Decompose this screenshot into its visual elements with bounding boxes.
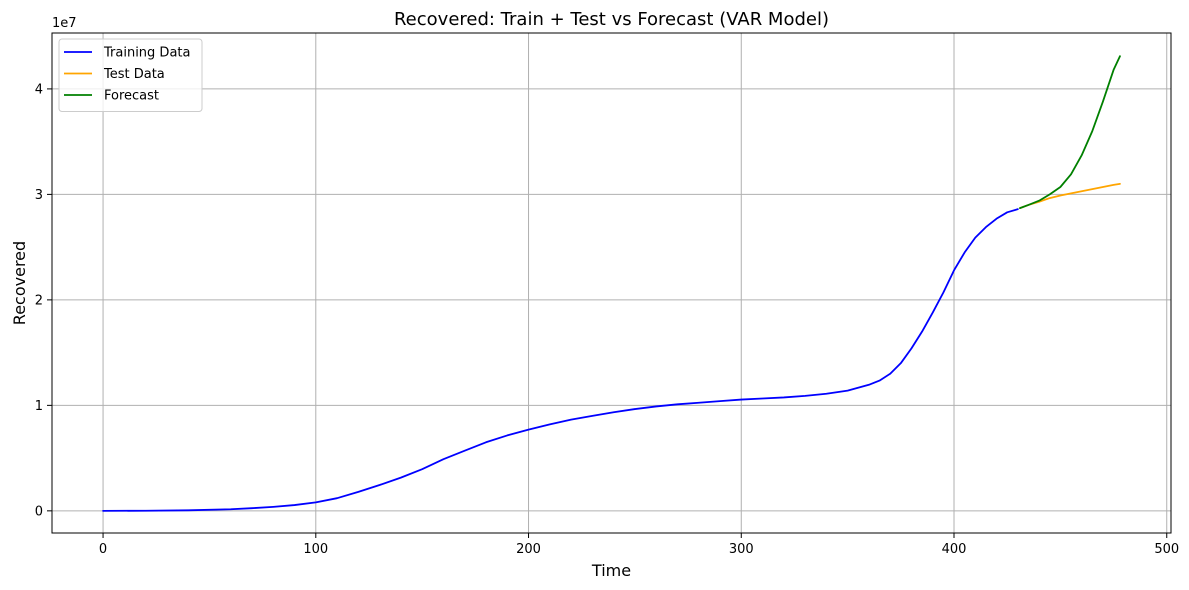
y-tick-label: 0 (35, 504, 43, 519)
x-tick-label: 100 (303, 542, 328, 557)
y-tick-label: 3 (35, 188, 43, 203)
x-tick-label: 300 (729, 542, 754, 557)
x-axis-label: Time (591, 561, 631, 580)
y-tick-label: 1 (35, 399, 43, 414)
x-tick-label: 200 (516, 542, 541, 557)
y-tick-label: 4 (35, 82, 43, 97)
legend: Training Data Test Data Forecast (59, 39, 202, 112)
legend-label-test-data: Test Data (103, 67, 165, 82)
y-offset-label: 1e7 (52, 16, 77, 31)
x-tick-label: 0 (99, 542, 107, 557)
y-axis-label: Recovered (10, 241, 29, 325)
chart-title: Recovered: Train + Test vs Forecast (VAR… (394, 9, 829, 30)
x-tick-label: 500 (1154, 542, 1179, 557)
y-tick-label: 2 (35, 293, 43, 308)
x-tick-label: 400 (942, 542, 967, 557)
legend-label-training-data: Training Data (103, 46, 190, 61)
legend-label-forecast: Forecast (104, 89, 159, 104)
